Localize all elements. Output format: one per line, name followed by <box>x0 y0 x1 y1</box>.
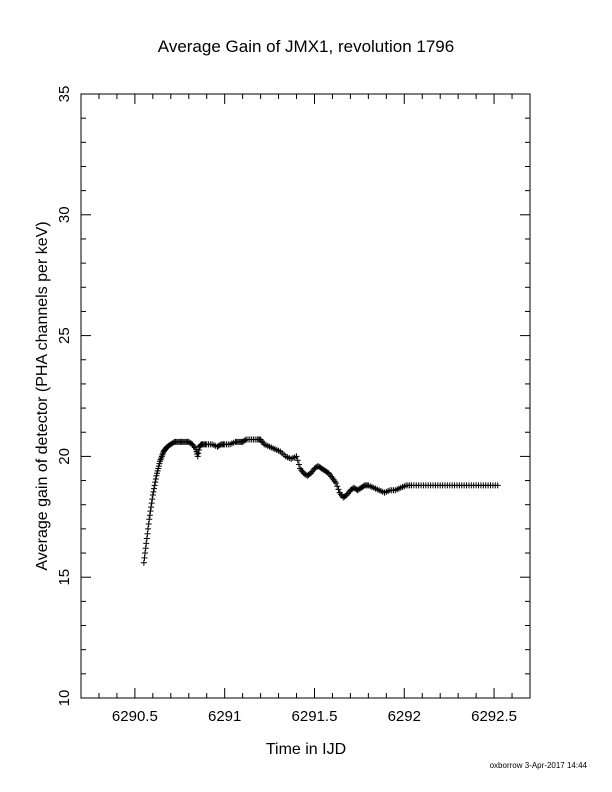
y-tick-label: 10 <box>56 690 73 707</box>
data-point <box>151 482 158 489</box>
data-point <box>144 530 151 537</box>
data-point <box>147 508 154 515</box>
data-point <box>143 540 150 547</box>
x-tick-label: 6290.5 <box>112 708 158 725</box>
data-point <box>141 554 148 561</box>
data-point <box>334 483 341 490</box>
y-tick-label: 25 <box>56 327 73 344</box>
data-point <box>143 535 150 542</box>
data-point <box>195 446 202 453</box>
y-tick-label: 15 <box>56 569 73 586</box>
data-point <box>149 496 156 503</box>
data-point <box>149 492 156 499</box>
x-tick-label: 6291 <box>208 708 241 725</box>
data-points <box>140 436 501 566</box>
data-point <box>195 450 202 457</box>
data-point <box>152 479 159 486</box>
data-point <box>146 516 153 523</box>
data-point <box>294 457 301 464</box>
data-point <box>242 437 249 444</box>
footer-timestamp: oxborrow 3-Apr-2017 14:44 <box>490 761 588 770</box>
data-point <box>142 545 149 552</box>
data-point <box>295 461 302 468</box>
y-tick-label: 30 <box>56 206 73 223</box>
data-point <box>148 504 155 511</box>
data-point <box>145 521 152 528</box>
x-tick-label: 6291.5 <box>292 708 338 725</box>
plot-frame <box>80 93 531 699</box>
data-point <box>148 500 155 507</box>
axis-ticks <box>80 93 531 699</box>
y-axis-label: Average gain of detector (PHA channels p… <box>34 221 51 570</box>
x-tick-label: 6292 <box>388 708 421 725</box>
data-point <box>335 486 342 493</box>
data-point <box>140 559 147 566</box>
x-tick-label: 6292.5 <box>471 708 517 725</box>
y-tick-label: 20 <box>56 448 73 465</box>
x-tick-labels: 6290.5 6291 6291.5 6292 6292.5 <box>112 708 517 725</box>
y-tick-label: 35 <box>56 86 73 103</box>
data-point <box>293 453 300 460</box>
data-point <box>194 453 201 460</box>
y-tick-labels: 10 15 20 25 30 35 <box>56 86 73 707</box>
data-point <box>146 512 153 519</box>
data-point <box>333 479 340 486</box>
data-point <box>151 485 158 492</box>
data-point <box>152 475 159 482</box>
data-point <box>145 525 152 532</box>
data-point <box>150 488 157 495</box>
x-axis-label: Time in IJD <box>266 741 346 758</box>
chart-title: Average Gain of JMX1, revolution 1796 <box>158 37 454 56</box>
data-point <box>494 482 501 489</box>
data-point <box>142 550 149 557</box>
